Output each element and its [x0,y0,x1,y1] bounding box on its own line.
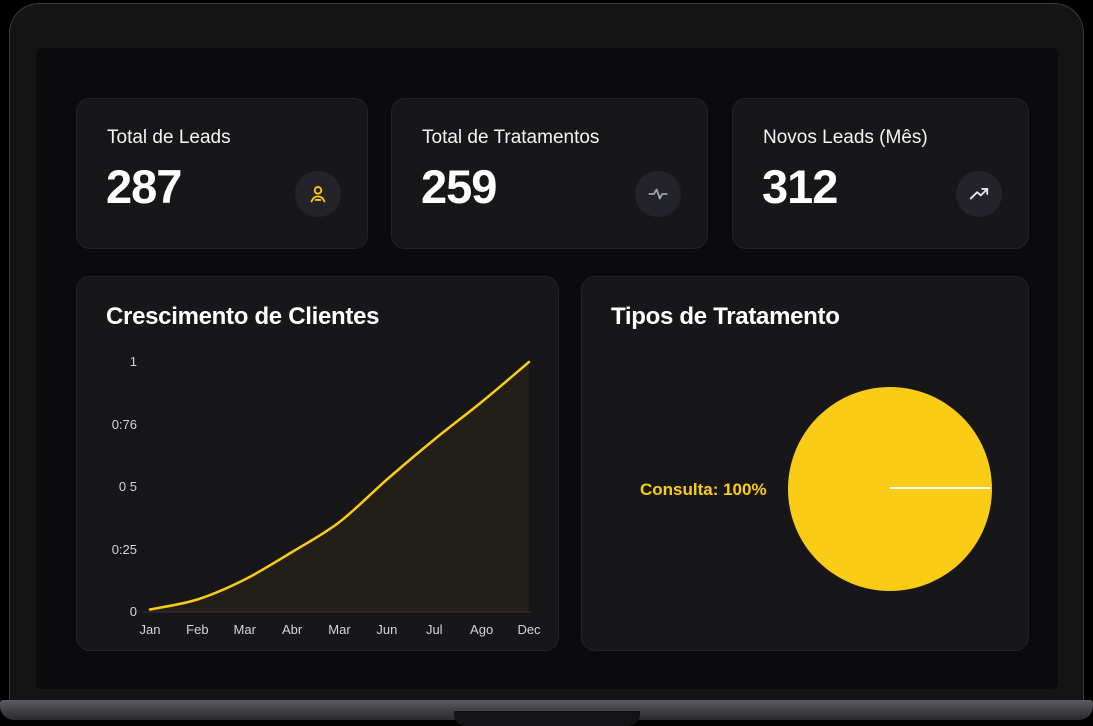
x-tick-label: Jun [376,622,398,637]
user-icon [295,171,341,217]
stat-card-total-tratamentos: Total de Tratamentos 259 [391,98,708,249]
pie-label-line [890,487,990,489]
dashboard-screen: Total de Leads 287 Total de Tratamentos … [36,48,1058,689]
activity-icon [635,171,681,217]
pie-slice-label: Consulta: 100% [640,480,767,499]
x-tick-label: Jan [139,622,161,637]
stat-value: 287 [106,160,182,213]
tablet-frame: Total de Leads 287 Total de Tratamentos … [9,3,1084,700]
x-tick-label: Mar [328,622,351,637]
stat-value: 312 [762,160,838,213]
y-tick-label: 1 [129,354,137,369]
laptop-base-notch [453,711,640,726]
y-tick-label: 0:76 [111,416,137,432]
stat-card-novos-leads: Novos Leads (Mês) 312 [732,98,1029,249]
pie-chart-card: Tipos de Tratamento Consulta: 100% [581,276,1029,651]
line-chart-area [150,362,529,612]
x-tick-label: Abr [282,622,303,637]
x-tick-label: Dec [517,622,541,637]
y-tick-label: 0:25 [111,541,137,557]
y-tick-label: 0 [129,604,137,619]
x-tick-label: Ago [470,622,494,637]
line-chart-plot[interactable] [142,357,532,615]
y-tick-label: 0 5 [118,479,137,494]
x-tick-label: Mar [233,622,256,637]
stat-card-total-leads: Total de Leads 287 [76,98,368,249]
trending-up-icon [956,171,1002,217]
pie-chart[interactable] [788,387,992,591]
laptop-base [0,700,1093,726]
line-chart-card: Crescimento de Clientes 0 0:25 0 5 0:76 1 Jan… [76,276,559,651]
stat-value: 259 [421,160,497,213]
stat-label: Novos Leads (Mês) [763,127,928,148]
line-chart-line [148,360,531,611]
pie-chart-title: Tipos de Tratamento [611,303,840,330]
stat-label: Total de Tratamentos [422,127,600,148]
x-tick-label: Feb [186,622,209,637]
x-tick-label: Jul [425,622,443,637]
line-chart-title: Crescimento de Clientes [106,303,380,330]
stat-label: Total de Leads [107,127,231,148]
